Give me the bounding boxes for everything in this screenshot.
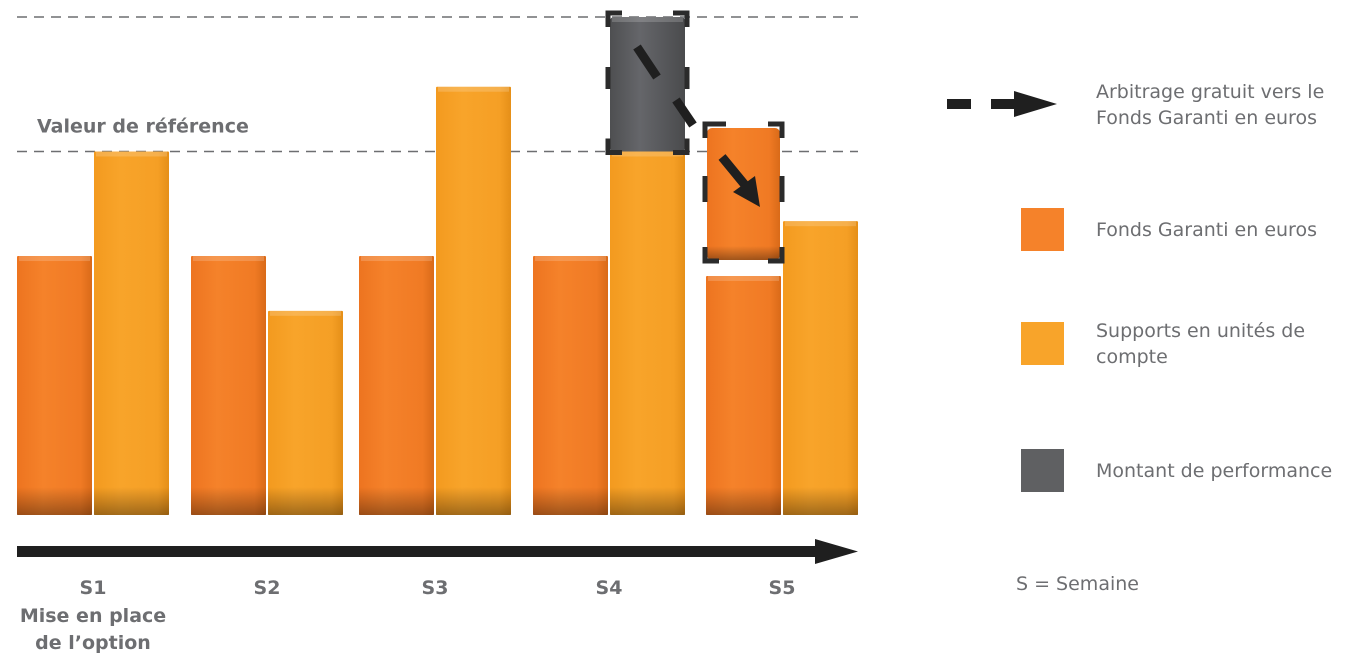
bar-supports-uc-s2 [268, 310, 343, 515]
legend-entry-3: Montant de performance [1021, 449, 1332, 492]
tick-label-s5: S5 [769, 577, 796, 599]
tick-label-s3: S3 [422, 577, 449, 599]
legend-entry-2: Supports en unités de compte [1021, 320, 1305, 368]
bar-supports-uc-s3 [436, 86, 511, 515]
legend-entry-1: Fonds Garanti en euros [1021, 208, 1317, 251]
reference-label: Valeur de référence [37, 115, 249, 137]
bar-fonds-garanti-s5 [706, 275, 781, 515]
bar-fonds-garanti-s1 [17, 256, 92, 515]
legend-label: Fonds Garanti en euros [1096, 219, 1317, 241]
legend-label: Montant de performance [1096, 460, 1332, 482]
legend-entry-0: Arbitrage gratuit vers le Fonds Garanti e… [947, 81, 1324, 129]
time-axis [17, 546, 817, 557]
legend-swatch [1021, 449, 1064, 492]
legend-swatch [1021, 208, 1064, 251]
bar-fonds-garanti-s3 [359, 256, 434, 515]
corner-bracket [673, 10, 690, 27]
legend-footnote: S = Semaine [1016, 573, 1139, 595]
legend-arrow-dash [947, 99, 971, 109]
legend-swatch [1021, 322, 1064, 365]
legend-label: Arbitrage gratuit vers le [1096, 81, 1324, 103]
bar-fonds-garanti-s4 [533, 256, 608, 515]
tick-label-s1: S1 [80, 577, 107, 599]
transfer-arrow [633, 44, 760, 207]
legend-label: Fonds Garanti en euros [1096, 107, 1317, 129]
legend-label: compte [1096, 346, 1168, 368]
bar-supports-uc-s5 [783, 221, 858, 515]
bar-supports-uc-s1 [94, 151, 169, 515]
first-category-note: de l’option [35, 632, 151, 654]
bar-montant-performance-s4 [605, 10, 690, 155]
bar-fonds-garanti-s2 [191, 256, 266, 515]
legend-arrow-head [1014, 91, 1057, 117]
time-axis-arrowhead [815, 539, 858, 564]
bar-supports-uc-s4 [610, 151, 685, 515]
legend-label: Supports en unités de [1096, 320, 1305, 342]
tick-label-s4: S4 [596, 577, 623, 599]
tick-label-s2: S2 [254, 577, 281, 599]
first-category-note: Mise en place [20, 605, 166, 627]
corner-bracket [673, 138, 690, 155]
corner-bracket [605, 138, 622, 155]
corner-bracket [605, 10, 622, 27]
